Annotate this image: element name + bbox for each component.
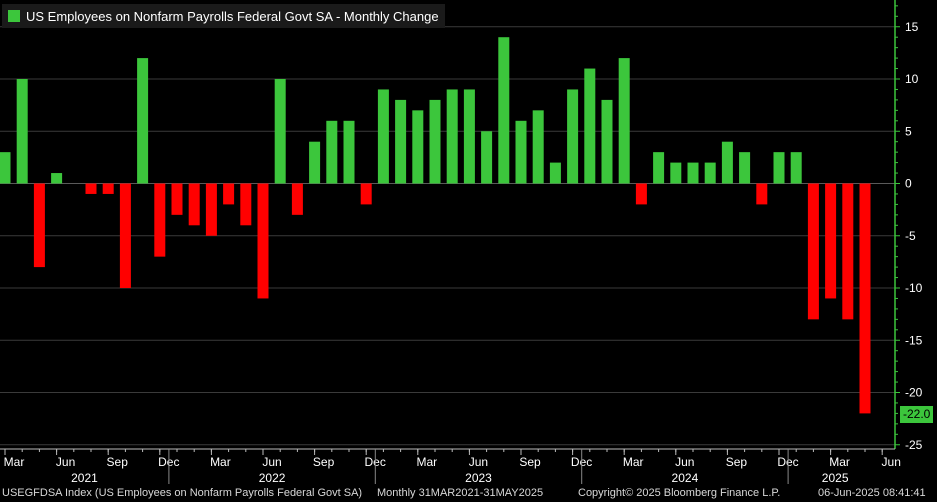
x-tick-label: Jun [262, 455, 281, 469]
bar [498, 37, 510, 184]
x-tick-label: Mar [210, 455, 231, 469]
y-tick-label: -25 [905, 438, 923, 452]
x-tick-label: Jun [56, 455, 75, 469]
bar [756, 183, 768, 205]
bar [549, 162, 561, 184]
year-label: 2025 [822, 471, 849, 484]
bar [721, 141, 733, 184]
y-tick-label: 15 [905, 20, 919, 34]
bar [171, 183, 183, 215]
x-tick-label: Mar [623, 455, 644, 469]
x-tick-label: Mar [4, 455, 25, 469]
last-value-label: -22.0 [900, 406, 934, 423]
bar [446, 89, 458, 184]
y-tick-label: -5 [905, 229, 916, 243]
bar [567, 89, 579, 184]
bar [0, 152, 11, 184]
bar [137, 58, 149, 184]
bar [584, 68, 596, 184]
bar [790, 152, 802, 184]
bar [463, 89, 475, 184]
bar [154, 183, 166, 257]
year-label: 2022 [259, 471, 286, 484]
y-tick-label: 10 [905, 72, 919, 86]
bar [188, 183, 200, 226]
x-tick-label: Mar [416, 455, 437, 469]
bar [859, 183, 871, 414]
bar [102, 183, 114, 194]
y-tick-label: 0 [905, 177, 912, 191]
bar [240, 183, 252, 226]
bar [532, 110, 544, 184]
y-tick-label: -10 [905, 281, 923, 295]
y-tick-label: -20 [905, 386, 923, 400]
bar [601, 99, 613, 184]
x-tick-label: Mar [829, 455, 850, 469]
bar [825, 183, 837, 299]
bar [635, 183, 647, 205]
bar [16, 79, 28, 184]
bar [326, 120, 338, 184]
bar [395, 99, 407, 184]
year-label: 2021 [71, 471, 98, 484]
bar [85, 183, 97, 194]
bar [51, 173, 63, 184]
y-tick-label: 5 [905, 124, 912, 138]
legend-label: US Employees on Nonfarm Payrolls Federal… [26, 8, 439, 24]
bar [842, 183, 854, 320]
bar [291, 183, 303, 215]
bar [223, 183, 235, 205]
bar [429, 99, 441, 184]
x-tick-label: Jun [469, 455, 488, 469]
bar [412, 110, 424, 184]
y-tick-label: -15 [905, 333, 923, 347]
bar [704, 162, 716, 184]
y-axis: 15 10 5 0 -5 -10 -15 -20 -25 [894, 0, 923, 452]
bar [670, 162, 682, 184]
legend: US Employees on Nonfarm Payrolls Federal… [2, 4, 445, 28]
bar [773, 152, 785, 184]
bar [618, 58, 630, 184]
x-tick-label: Sep [519, 455, 541, 469]
x-tick-label: Jun [882, 455, 901, 469]
x-tick-label: Jun [675, 455, 694, 469]
bar [481, 131, 493, 184]
footer-timestamp: 06-Jun-2025 08:41:41 [818, 487, 926, 499]
bars [0, 37, 871, 414]
bar [257, 183, 269, 299]
x-axis: Mar Jun Sep Dec Mar Jun Sep Dec Mar Jun Sep Dec Mar J… [0, 448, 901, 484]
bar [33, 183, 45, 268]
x-tick-label: Sep [726, 455, 748, 469]
x-tick-label: Sep [107, 455, 129, 469]
bar [687, 162, 699, 184]
bar [515, 120, 527, 184]
bar [360, 183, 372, 205]
bar [807, 183, 819, 320]
footer-copyright: Copyright© 2025 Bloomberg Finance L.P. [578, 487, 781, 499]
bar [274, 79, 286, 184]
bar [739, 152, 751, 184]
bar [205, 183, 217, 236]
bar [653, 152, 665, 184]
legend-swatch [8, 10, 20, 22]
year-label: 2023 [465, 471, 492, 484]
footer-range: Monthly 31MAR2021-31MAY2025 [377, 487, 544, 499]
bar [377, 89, 389, 184]
footer-ticker: USEGFDSA Index (US Employees on Nonfarm … [2, 487, 363, 499]
footer: USEGFDSA Index (US Employees on Nonfarm … [0, 484, 937, 502]
bar [343, 120, 355, 184]
bar [119, 183, 131, 288]
bar [309, 141, 321, 184]
x-tick-label: Sep [313, 455, 335, 469]
year-label: 2024 [672, 471, 699, 484]
